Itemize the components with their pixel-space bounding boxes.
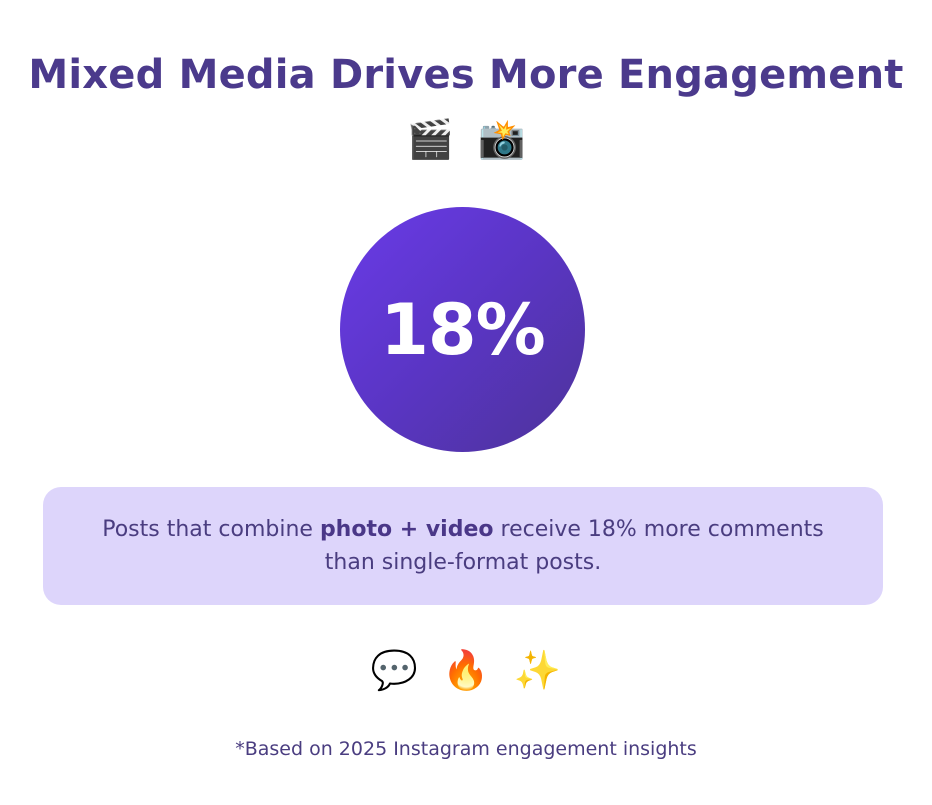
insight-box: Posts that combine photo + video receive… [43,487,883,605]
insight-highlight: photo + video [319,517,494,542]
page-title: Mixed Media Drives More Engagement [28,52,904,98]
insight-prefix: Posts that combine [102,517,320,542]
reaction-icons: 💬 🔥 ✨ [0,645,932,695]
fire-icon: 🔥 [442,648,490,692]
camera-flash-icon: 📸 [478,117,526,161]
sparkles-icon: ✨ [513,648,562,692]
stat-circle: 18% [340,207,585,452]
insight-suffix: receive 18% more comments than single-fo… [324,517,824,575]
clapper-board-icon: 🎬 [406,117,454,161]
stat-value: 18% [380,288,546,371]
speech-bubble-icon: 💬 [370,648,419,692]
footnote: *Based on 2025 Instagram engagement insi… [235,738,697,760]
title-icons: 🎬 📸 [0,115,932,163]
